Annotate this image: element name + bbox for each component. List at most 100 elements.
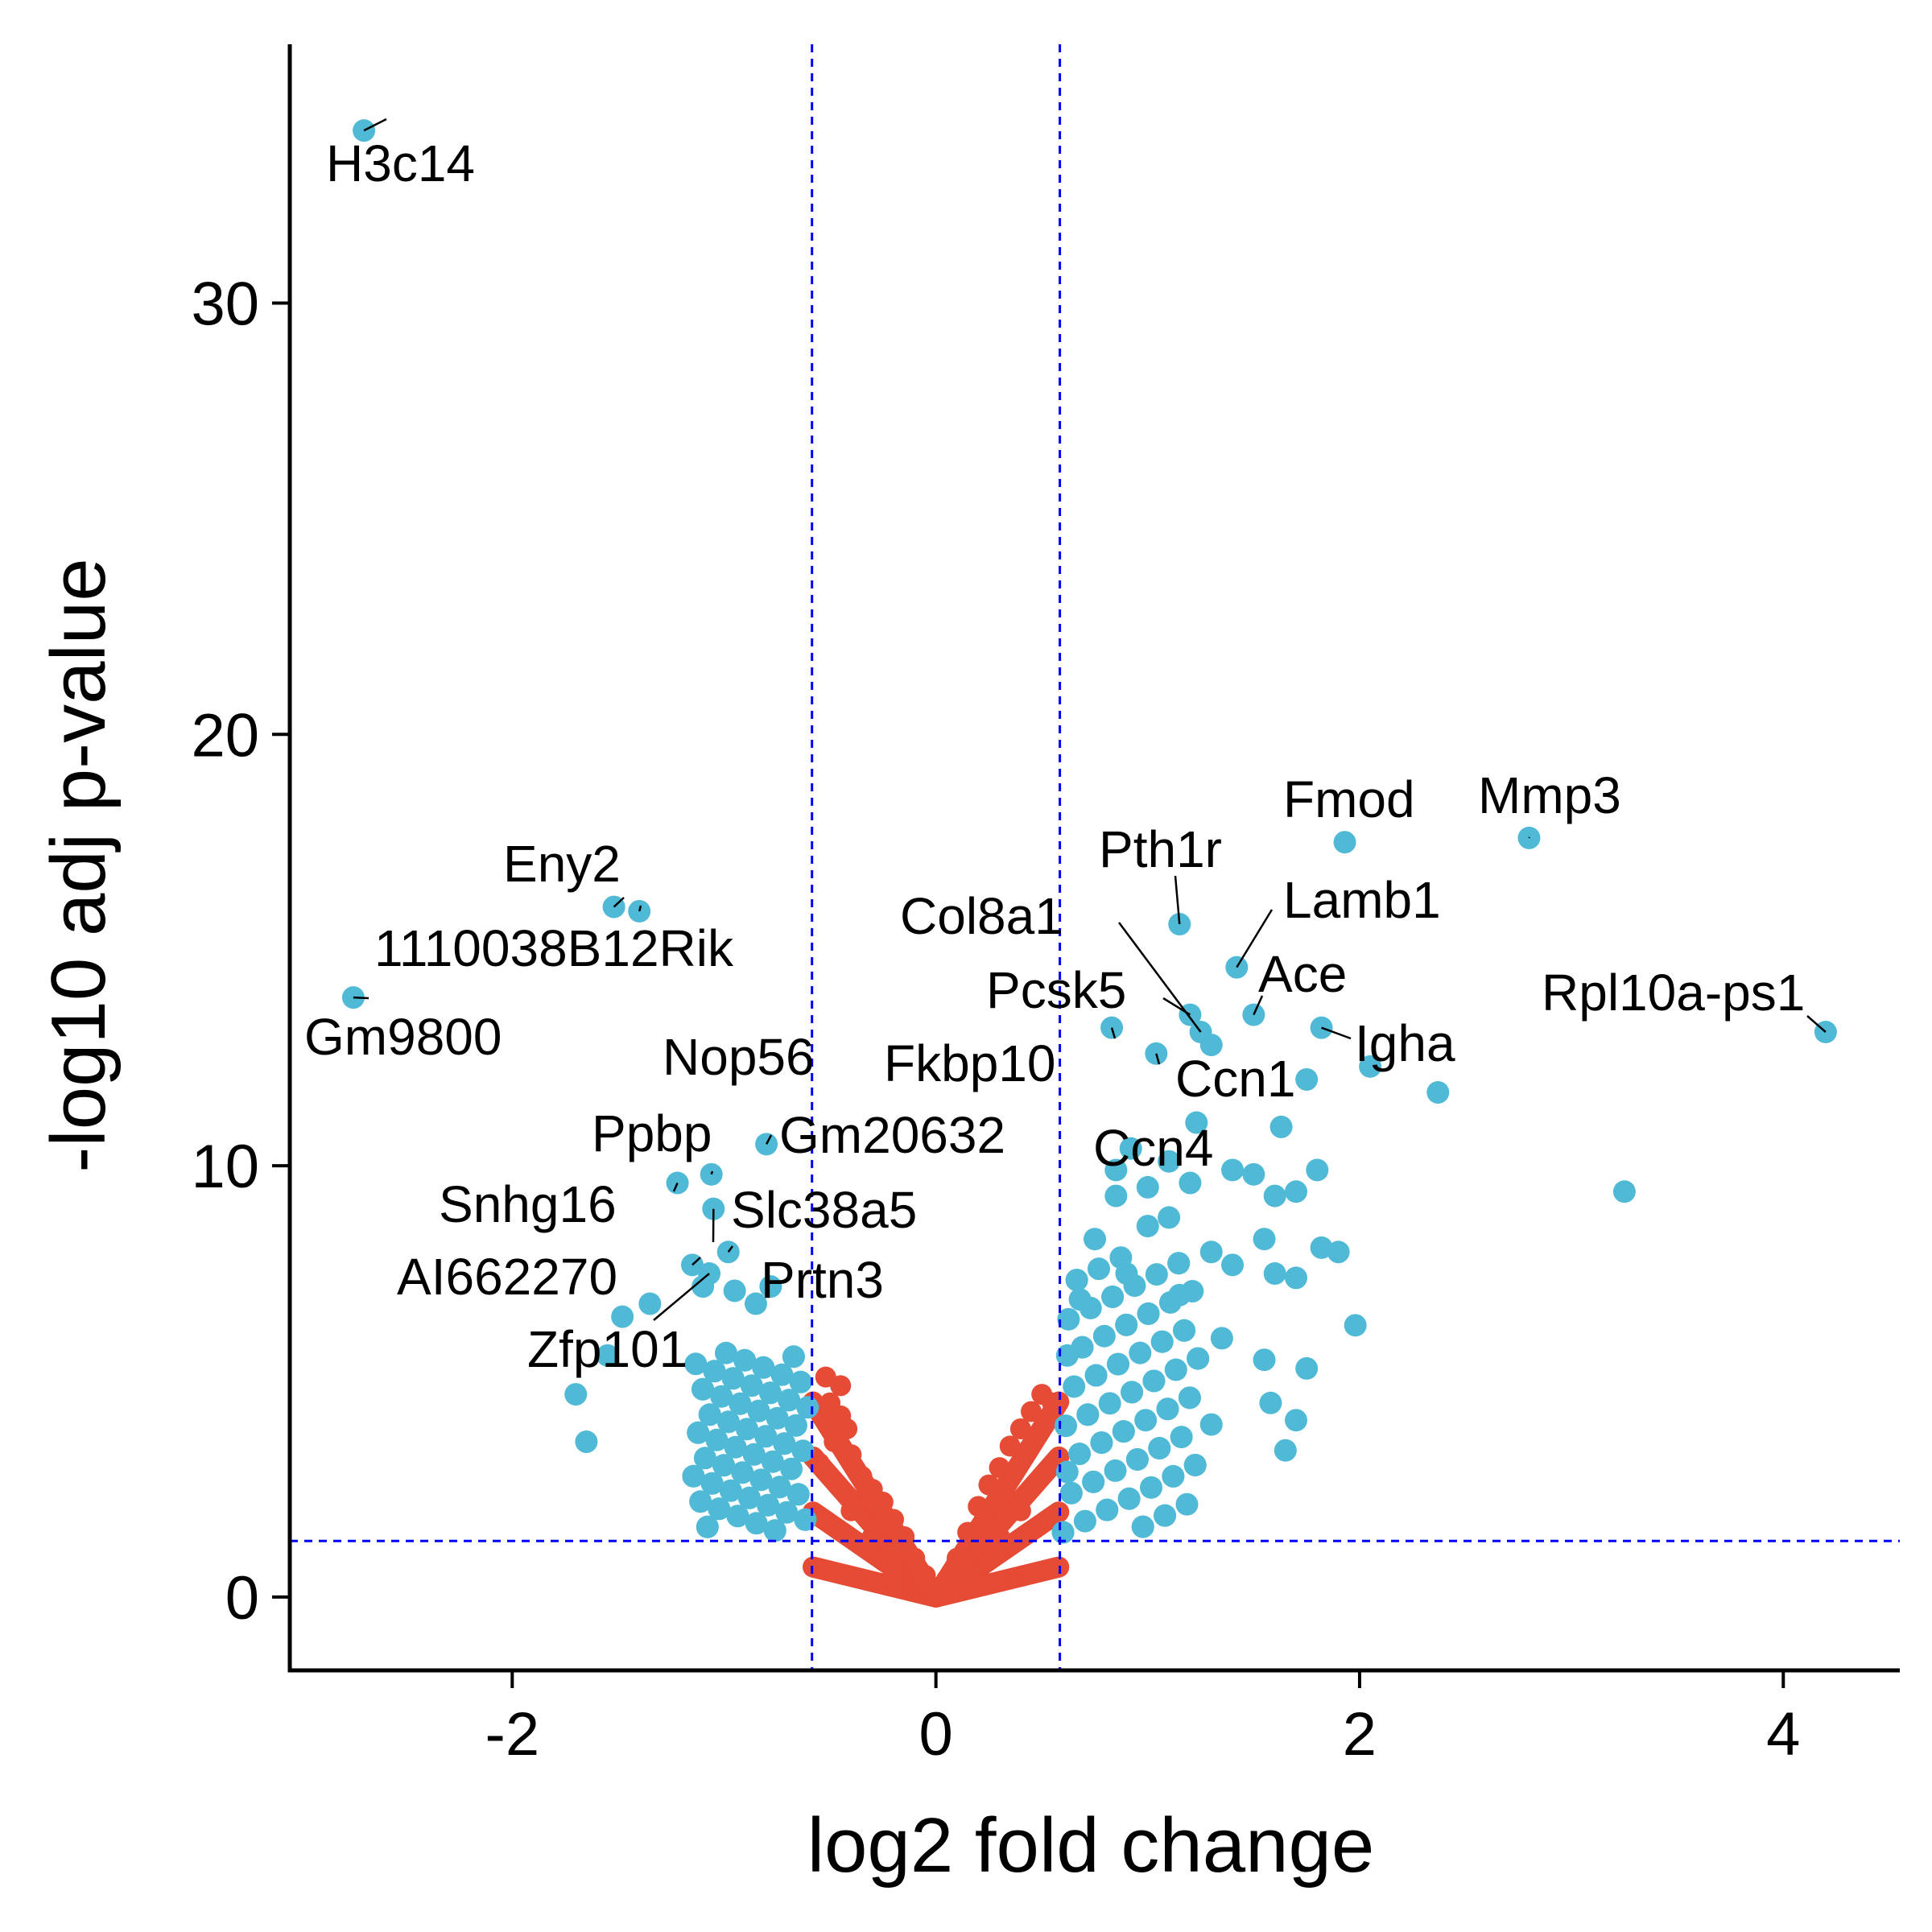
gene-label: Pth1r: [1099, 820, 1222, 878]
threshold-lines: [290, 44, 1900, 1670]
significant-point: [1242, 1162, 1265, 1186]
significant-point: [780, 1457, 803, 1480]
significant-point: [784, 1414, 807, 1437]
significant-point: [611, 1305, 634, 1328]
significant-point: [1221, 1158, 1245, 1182]
significant-point: [796, 1396, 819, 1419]
label-leader-line: [1236, 909, 1274, 968]
gene-label: Gm9800: [304, 1008, 502, 1066]
significant-point: [1263, 1262, 1286, 1286]
significant-point: [1426, 1081, 1450, 1104]
x-tick-label: 2: [1343, 1700, 1377, 1769]
significant-point: [770, 1363, 794, 1386]
significant-point: [687, 1421, 710, 1444]
non-significant-point: [968, 1496, 989, 1517]
significant-point: [1117, 1487, 1141, 1510]
significant-point: [710, 1385, 733, 1408]
non-significant-point: [904, 1547, 926, 1569]
label-leader-line: [1117, 922, 1202, 1033]
significant-point: [693, 1447, 716, 1470]
non-significant-point: [989, 1525, 1010, 1547]
significant-point: [1167, 1252, 1191, 1275]
significant-point: [1274, 1439, 1297, 1462]
gene-label: Mmp3: [1478, 766, 1621, 824]
significant-point: [1136, 1215, 1159, 1238]
significant-point: [1140, 1476, 1162, 1499]
significant-point: [1119, 1137, 1142, 1160]
significant-point: [1112, 1420, 1135, 1443]
significant-point: [766, 1406, 789, 1430]
significant-point: [1187, 1347, 1210, 1370]
gene-labels: H3c14 Eny2 1110038B12Rik Gm9800 Nop56 Ppbp Gm2…: [304, 118, 1827, 1378]
gene-label: Zfp101: [527, 1320, 687, 1378]
significant-point: [1327, 1241, 1350, 1264]
significant-point: [754, 1425, 778, 1448]
significant-point: [1285, 1409, 1307, 1432]
significant-point: [564, 1383, 588, 1406]
significant-point: [1082, 1470, 1105, 1493]
significant-point: [712, 1454, 736, 1477]
significant-point: [729, 1392, 752, 1415]
significant-point: [1084, 1228, 1106, 1251]
significant-point: [1059, 1481, 1083, 1505]
label-leader-line: [613, 897, 625, 908]
significant-point: [731, 1461, 754, 1484]
significant-point: [1134, 1409, 1158, 1432]
significant-point: [1055, 1460, 1079, 1484]
significant-point: [596, 1344, 619, 1367]
significant-points: [341, 119, 1837, 1544]
significant-point: [723, 1279, 746, 1302]
significant-point: [682, 1464, 705, 1488]
significant-point: [1055, 1344, 1079, 1367]
significant-point: [1131, 1515, 1154, 1538]
significant-point: [1096, 1498, 1119, 1521]
significant-point: [1104, 1158, 1128, 1182]
gene-label: Prtn3: [761, 1251, 884, 1309]
significant-point: [747, 1399, 770, 1422]
gene-label: Ccn4: [1093, 1119, 1213, 1177]
significant-point: [708, 1497, 731, 1521]
significant-point: [1164, 1358, 1187, 1381]
label-leader-line: [653, 1273, 710, 1321]
significant-point: [1129, 1341, 1152, 1364]
significant-point: [1158, 1206, 1181, 1229]
significant-point: [1068, 1288, 1092, 1311]
significant-point: [1295, 1067, 1319, 1091]
non-significant-point: [957, 1521, 979, 1543]
significant-point: [791, 1439, 815, 1463]
y-tick-label: 0: [225, 1564, 259, 1633]
significant-point: [1104, 1184, 1128, 1208]
significant-point: [1173, 1319, 1196, 1342]
y-tick-label: 30: [191, 270, 259, 338]
significant-point: [691, 1275, 715, 1298]
gene-label: 1110038B12Rik: [374, 919, 734, 977]
gene-label: Nop56: [663, 1028, 815, 1086]
significant-point: [700, 1472, 724, 1495]
significant-point: [689, 1490, 712, 1513]
significant-point: [1073, 1509, 1096, 1533]
gene-label: Pcsk5: [986, 961, 1126, 1019]
significant-point: [752, 1356, 775, 1379]
significant-point: [1285, 1266, 1307, 1290]
significant-point: [758, 1381, 782, 1405]
significant-point: [1253, 1228, 1276, 1251]
non-significant-point: [840, 1444, 862, 1466]
significant-point: [724, 1435, 747, 1459]
significant-point: [768, 1476, 791, 1499]
significant-point: [737, 1486, 761, 1509]
significant-point: [1210, 1327, 1233, 1350]
significant-point: [1333, 831, 1356, 854]
significant-point: [1145, 1263, 1168, 1286]
non-significant-point: [1021, 1401, 1042, 1422]
gene-label: Slc38a5: [731, 1181, 917, 1239]
non-significant-point: [1009, 1418, 1031, 1439]
label-leader-line: [353, 996, 369, 1000]
x-tick-label: -2: [485, 1700, 540, 1769]
significant-point: [745, 1512, 768, 1535]
significant-point: [1168, 1283, 1191, 1307]
significant-point: [726, 1505, 749, 1528]
significant-point: [1285, 1180, 1307, 1203]
significant-point: [759, 1275, 782, 1298]
label-leader-line: [1174, 875, 1181, 925]
significant-point: [1106, 1352, 1129, 1376]
